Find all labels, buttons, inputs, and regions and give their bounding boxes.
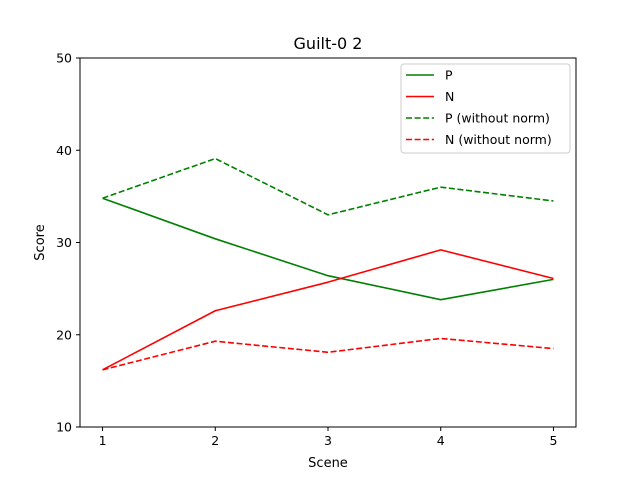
series-line-2: [102, 157, 554, 216]
x-tick-label: 1: [99, 433, 107, 448]
y-tick-label: 20: [56, 327, 72, 342]
series-layer: [102, 157, 554, 371]
x-tick-label: 4: [437, 433, 445, 448]
legend-label: P: [445, 68, 453, 83]
legend-label: P (without norm): [445, 111, 550, 126]
legend-box: [400, 63, 571, 154]
series-line-3: [102, 337, 554, 371]
y-tick-label: 40: [56, 143, 72, 158]
x-tick-label: 5: [549, 433, 557, 448]
ticks-layer: 1 2 3 4 5 10 20 30 40 50: [56, 51, 557, 449]
x-tick-label: 2: [211, 433, 219, 448]
legend-label: N: [445, 89, 454, 104]
series-line-1: [102, 249, 554, 371]
x-axis-label: Scene: [308, 456, 348, 471]
y-tick-label: 10: [56, 420, 72, 435]
legend-label: N (without norm): [445, 132, 552, 147]
x-tick-label: 3: [324, 433, 332, 448]
y-axis-label: Score: [33, 224, 48, 260]
y-tick-label: 50: [56, 51, 72, 66]
series-line-0: [102, 197, 554, 301]
legend: PN P (without norm) N (without norm): [400, 63, 571, 154]
chart-title: Guilt-0 2: [294, 34, 363, 53]
y-tick-label: 30: [56, 235, 72, 250]
